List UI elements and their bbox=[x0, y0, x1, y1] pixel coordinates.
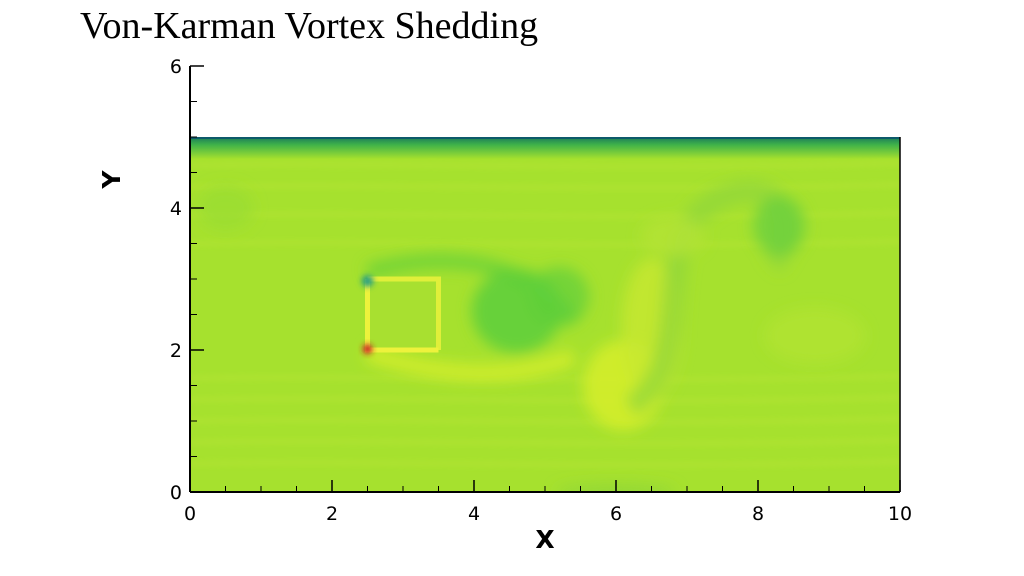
x-tick-label: 10 bbox=[888, 503, 912, 525]
x-tick-label: 2 bbox=[326, 503, 338, 525]
x-axis-ticks: 0 2 4 6 8 10 bbox=[184, 480, 912, 525]
contour-field bbox=[190, 137, 900, 492]
y-tick-label: 2 bbox=[170, 340, 182, 362]
y-axis-ticks: 0 2 4 6 bbox=[170, 56, 204, 504]
y-tick-label: 0 bbox=[170, 482, 182, 504]
x-tick-label: 6 bbox=[610, 503, 622, 525]
y-tick-label: 4 bbox=[170, 198, 182, 220]
x-tick-label: 0 bbox=[184, 503, 196, 525]
y-tick-label: 6 bbox=[170, 56, 182, 78]
top-wall-band bbox=[190, 137, 900, 159]
obstacle bbox=[361, 275, 441, 354]
high-value-spot bbox=[362, 344, 373, 354]
obstacle-edge-top-right bbox=[367, 276, 441, 350]
x-tick-label: 4 bbox=[468, 503, 480, 525]
low-value-spot bbox=[361, 275, 374, 287]
x-axis-label: X bbox=[535, 525, 554, 554]
vortex-wake bbox=[197, 180, 865, 492]
obstacle-body bbox=[367, 279, 439, 350]
x-tick-label: 8 bbox=[752, 503, 764, 525]
chart-title: Von-Karman Vortex Shedding bbox=[80, 5, 539, 47]
y-axis-label: Y bbox=[97, 170, 126, 190]
